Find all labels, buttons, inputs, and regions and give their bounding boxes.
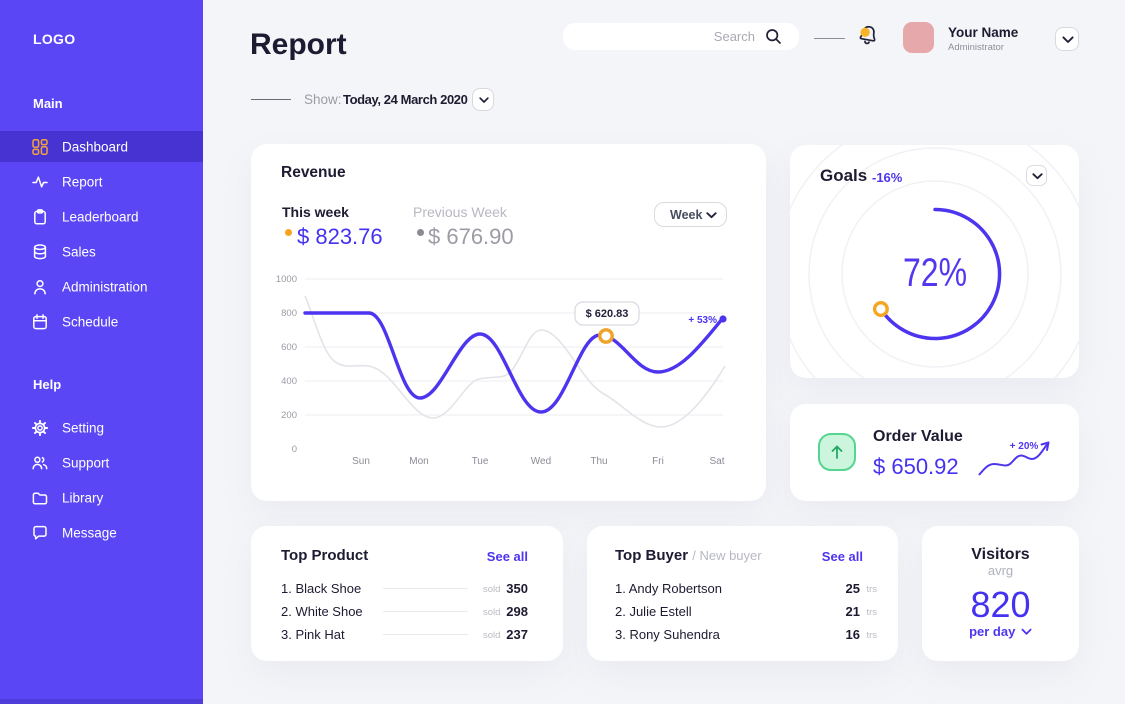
svg-text:600: 600 xyxy=(281,342,297,353)
svg-text:0: 0 xyxy=(292,444,297,455)
svg-text:$ 620.83: $ 620.83 xyxy=(586,308,629,320)
svg-text:Thu: Thu xyxy=(590,456,607,467)
svg-text:800: 800 xyxy=(281,308,297,319)
svg-text:Sun: Sun xyxy=(352,456,370,467)
svg-text:+ 20%: + 20% xyxy=(1010,441,1039,452)
svg-text:Wed: Wed xyxy=(531,456,551,467)
svg-text:Mon: Mon xyxy=(409,456,428,467)
svg-text:400: 400 xyxy=(281,376,297,387)
svg-text:+ 53%: + 53% xyxy=(688,315,717,326)
svg-text:Sat: Sat xyxy=(709,456,724,467)
svg-text:1000: 1000 xyxy=(276,274,297,285)
svg-text:Tue: Tue xyxy=(472,456,489,467)
svg-text:Fri: Fri xyxy=(652,456,664,467)
svg-text:200: 200 xyxy=(281,410,297,421)
